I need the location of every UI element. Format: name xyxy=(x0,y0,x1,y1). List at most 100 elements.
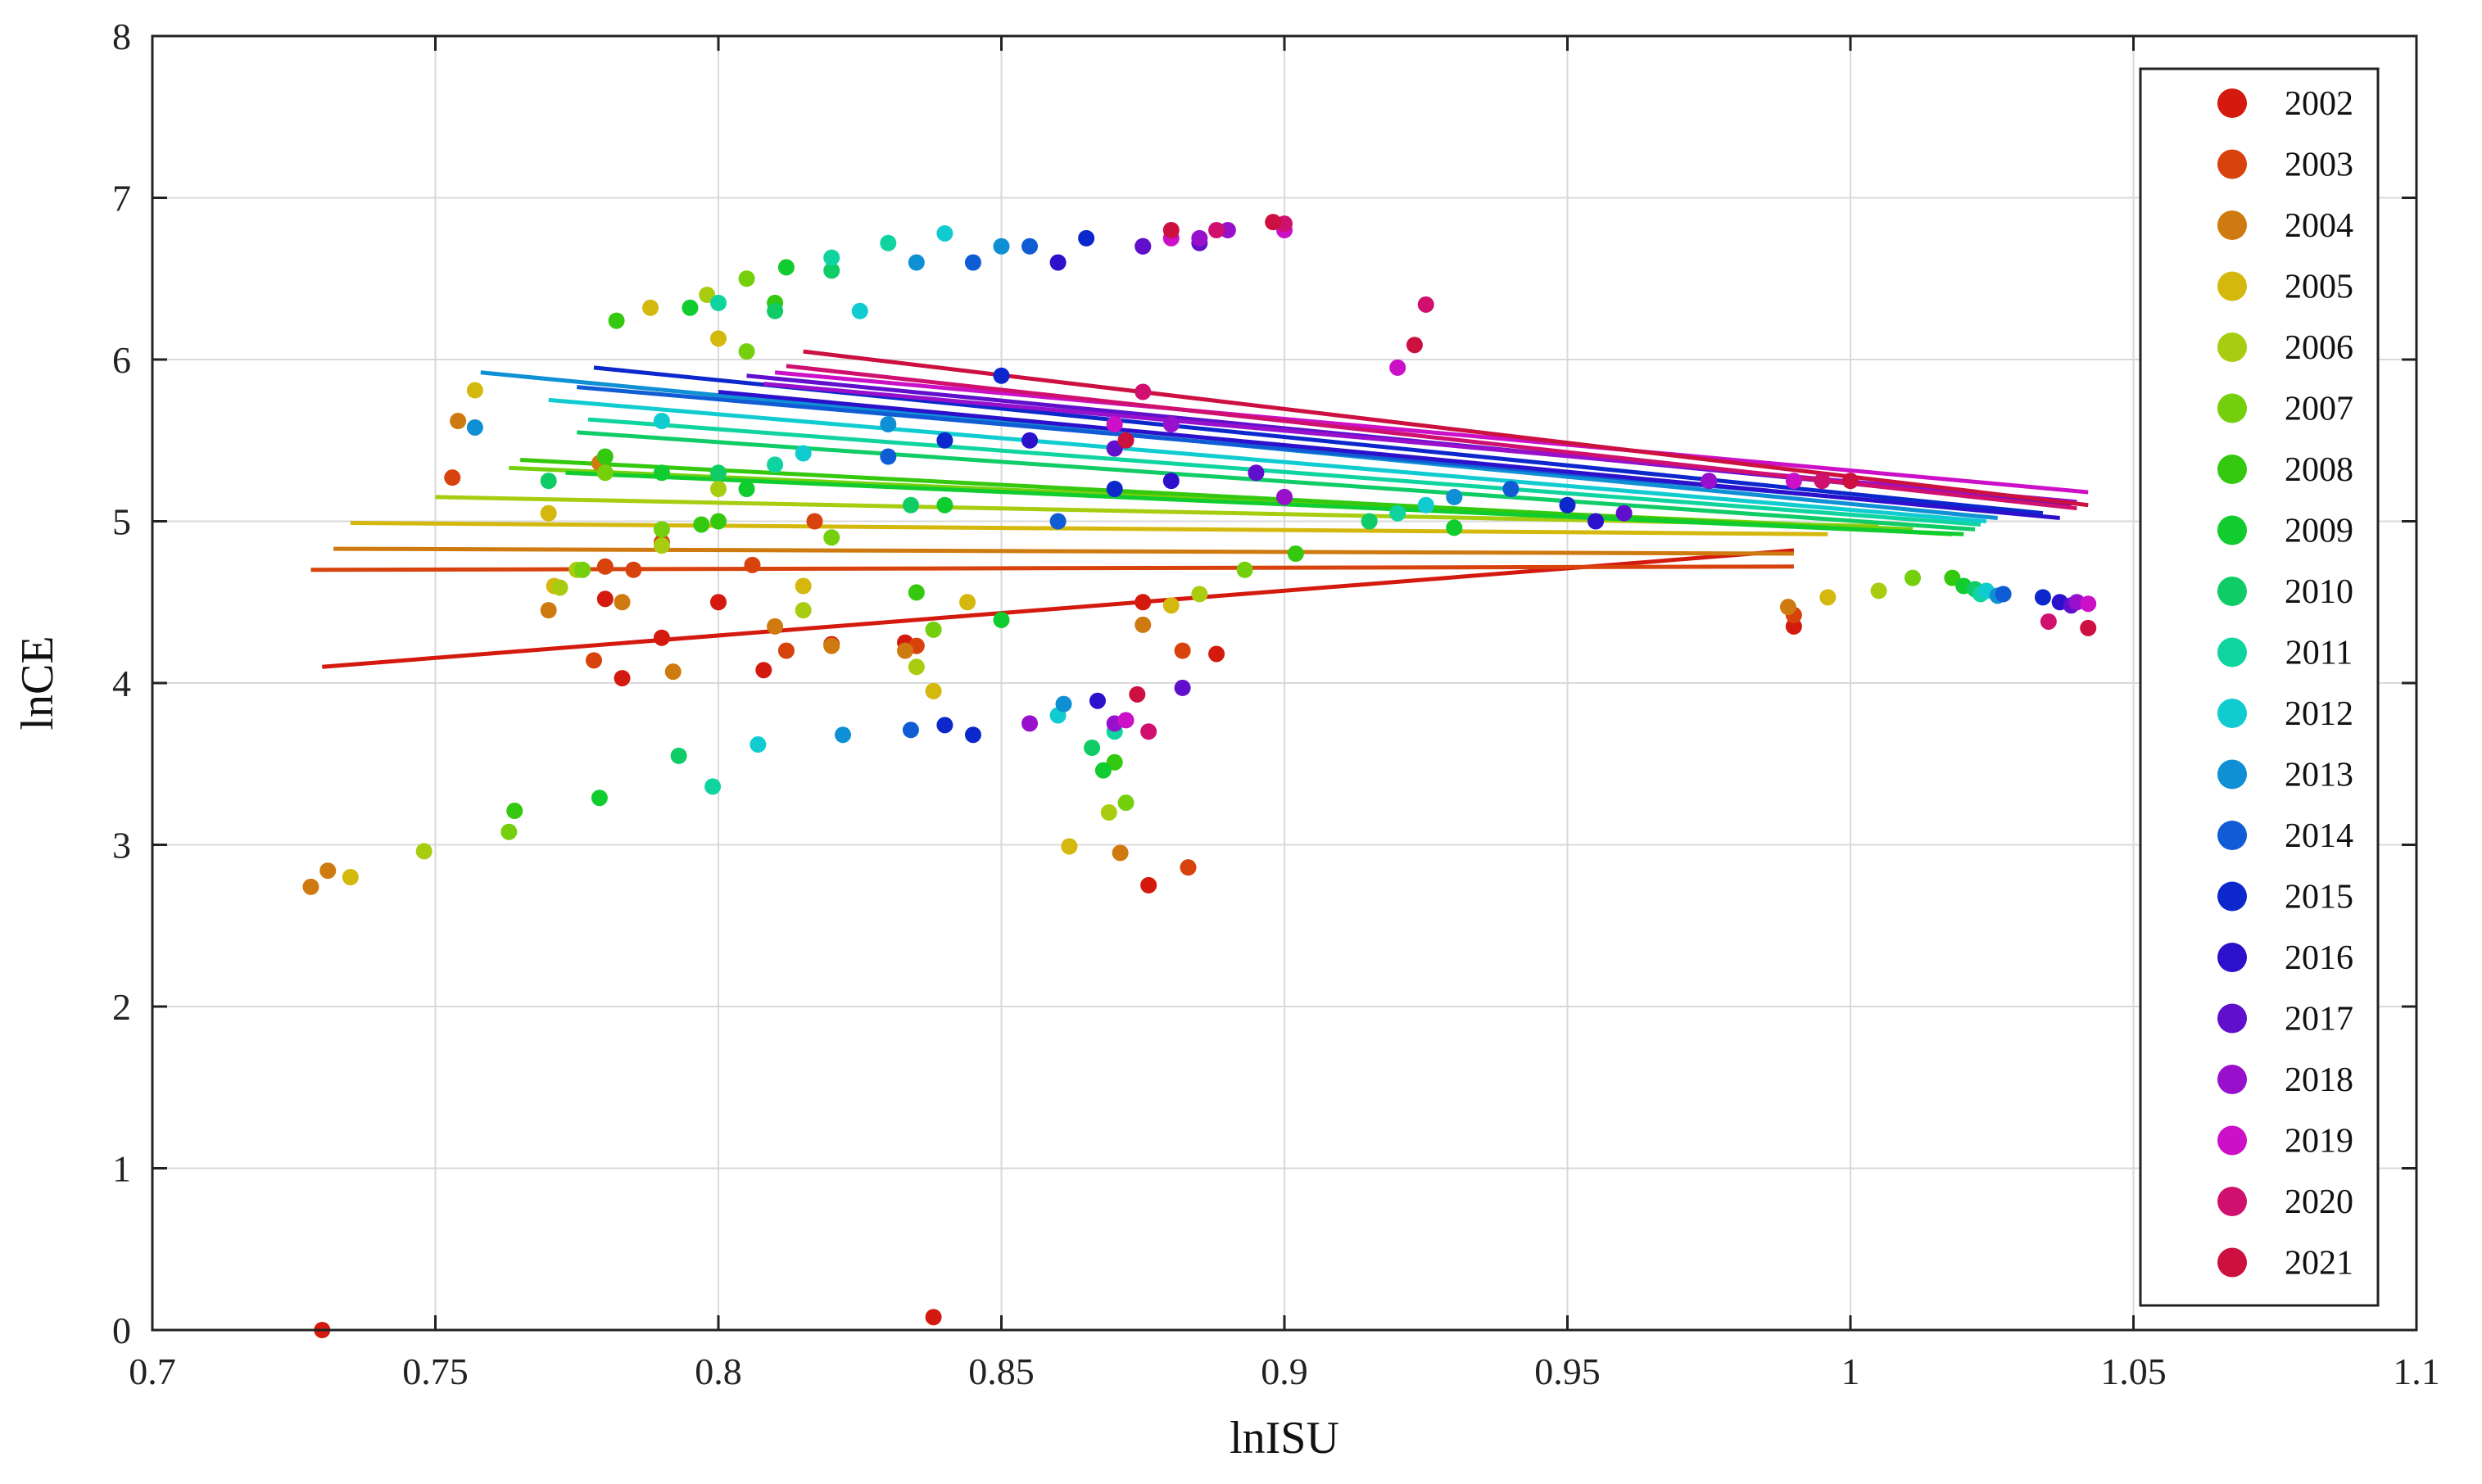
point-2007 xyxy=(925,621,942,638)
fit-line-2020 xyxy=(786,364,2077,511)
legend-label-2003: 2003 xyxy=(2285,147,2353,184)
point-2002 xyxy=(1208,645,1225,663)
point-2021 xyxy=(1162,222,1180,238)
legend-marker-2016 xyxy=(2217,943,2247,972)
point-2007 xyxy=(1905,569,1922,586)
point-2004 xyxy=(1135,616,1152,633)
x-tick-label: 1.1 xyxy=(2393,1351,2440,1392)
point-2019 xyxy=(2080,595,2097,613)
point-2008 xyxy=(710,513,727,530)
legend-marker-2017 xyxy=(2217,1003,2247,1034)
legend-marker-2007 xyxy=(2217,393,2247,423)
point-2014 xyxy=(964,254,981,271)
point-2003 xyxy=(1180,859,1197,876)
point-2015 xyxy=(936,432,953,449)
point-2006 xyxy=(1191,586,1208,603)
x-axis-title: lnISU xyxy=(1230,1413,1339,1464)
point-2006 xyxy=(1100,804,1117,821)
point-2004 xyxy=(302,878,319,895)
point-2007 xyxy=(1236,561,1253,578)
legend-marker-2006 xyxy=(2217,333,2247,362)
data-points xyxy=(302,214,2097,1338)
point-2018 xyxy=(1701,473,1718,490)
point-2011 xyxy=(823,249,840,266)
point-2004 xyxy=(614,594,631,611)
y-tick-label: 6 xyxy=(112,339,131,381)
point-2008 xyxy=(1944,569,1961,586)
point-2010 xyxy=(902,496,919,514)
point-2014 xyxy=(1502,481,1520,497)
point-2004 xyxy=(767,618,784,635)
x-tick-label: 0.85 xyxy=(968,1351,1035,1392)
legend-marker-2015 xyxy=(2217,881,2247,912)
point-2007 xyxy=(574,561,591,578)
point-2021 xyxy=(1406,337,1423,354)
point-2021 xyxy=(1117,432,1135,449)
point-2002 xyxy=(710,594,727,611)
point-2015 xyxy=(964,726,981,744)
point-2005 xyxy=(1162,597,1180,614)
point-2002 xyxy=(653,629,670,646)
fit-line-2012 xyxy=(548,397,1987,523)
legend-label-2010: 2010 xyxy=(2285,573,2353,611)
point-2008 xyxy=(908,584,925,601)
legend-label-2020: 2020 xyxy=(2285,1183,2353,1221)
point-2009 xyxy=(1446,519,1463,536)
legend-label-2002: 2002 xyxy=(2285,85,2353,123)
point-2009 xyxy=(653,464,670,482)
y-tick-label: 4 xyxy=(112,663,131,704)
point-2008 xyxy=(1106,753,1123,771)
y-tick-label: 8 xyxy=(112,16,131,57)
legend-label-2015: 2015 xyxy=(2285,879,2353,916)
point-2004 xyxy=(540,602,557,619)
point-2021 xyxy=(1129,685,1146,703)
y-tick-label: 5 xyxy=(112,501,131,543)
point-2003 xyxy=(777,642,795,659)
legend-marker-2013 xyxy=(2217,759,2247,790)
axis-ticks: 0.7 0.75 0.8 0.85 0.9 0.95 1 1.05 1.1 0 1 2 3 4 5 6 7 8 xyxy=(112,16,2440,1392)
point-2009 xyxy=(993,611,1010,628)
fit-line-2004 xyxy=(333,546,1794,556)
x-tick-label: 1.05 xyxy=(2100,1351,2167,1392)
point-2005 xyxy=(959,594,976,611)
point-2011 xyxy=(1389,504,1406,522)
point-2018 xyxy=(1219,222,1236,238)
point-2012 xyxy=(851,302,868,319)
point-2010 xyxy=(540,473,557,490)
fit-line-2003 xyxy=(310,564,1794,572)
point-2006 xyxy=(1870,582,1887,599)
point-2006 xyxy=(653,537,670,554)
legend-label-2019: 2019 xyxy=(2285,1123,2353,1161)
legend-marker-2004 xyxy=(2217,210,2247,240)
point-2013 xyxy=(993,238,1010,255)
legend-label-2004: 2004 xyxy=(2285,207,2353,245)
point-2005 xyxy=(710,330,727,347)
legend-label-2018: 2018 xyxy=(2285,1061,2353,1099)
point-2009 xyxy=(1094,762,1112,779)
fit-line-2011 xyxy=(587,417,1982,527)
point-2013 xyxy=(908,254,925,271)
point-2020 xyxy=(1814,473,1831,490)
fit-line-2016 xyxy=(718,390,2060,521)
point-2003 xyxy=(1174,642,1191,659)
point-2014 xyxy=(902,722,919,739)
point-2005 xyxy=(1061,838,1078,855)
point-2009 xyxy=(591,790,608,807)
y-tick-label: 2 xyxy=(112,986,131,1028)
point-2018 xyxy=(1162,416,1180,432)
x-tick-label: 0.7 xyxy=(129,1351,176,1392)
point-2005 xyxy=(642,299,659,316)
point-2008 xyxy=(1287,545,1304,562)
point-2008 xyxy=(506,803,523,820)
point-2002 xyxy=(1140,876,1157,894)
point-2003 xyxy=(585,652,602,669)
point-2012 xyxy=(653,413,670,430)
point-2003 xyxy=(444,469,461,486)
point-2020 xyxy=(1208,222,1225,238)
point-2013 xyxy=(1446,488,1463,505)
point-2013 xyxy=(880,416,897,432)
y-axis-title: lnCE xyxy=(12,636,63,730)
point-2011 xyxy=(710,294,727,311)
point-2016 xyxy=(1089,692,1106,709)
point-2019 xyxy=(1117,712,1135,729)
